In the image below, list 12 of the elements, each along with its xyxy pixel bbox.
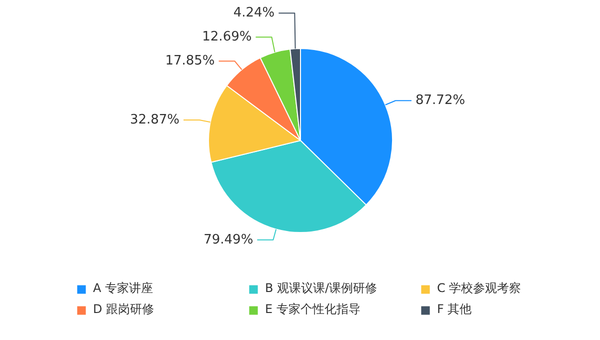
legend-label: D 跟岗研修 (93, 301, 156, 318)
legend-label: F 其他 (437, 301, 473, 318)
data-label: 17.85% (165, 54, 215, 69)
data-label: 79.49% (204, 232, 254, 248)
legend-label: E 专家个性化指导 (265, 301, 362, 318)
data-label: 4.24% (233, 6, 275, 21)
data-label: 87.72% (416, 93, 466, 108)
data-label: 32.87% (130, 112, 180, 128)
legend-label: B 观课议课/课例研修 (265, 280, 378, 297)
legend-label: A 专家讲座 (93, 280, 154, 297)
data-label: 12.69% (202, 30, 252, 45)
legend-label: C 学校参观考察 (437, 280, 522, 297)
